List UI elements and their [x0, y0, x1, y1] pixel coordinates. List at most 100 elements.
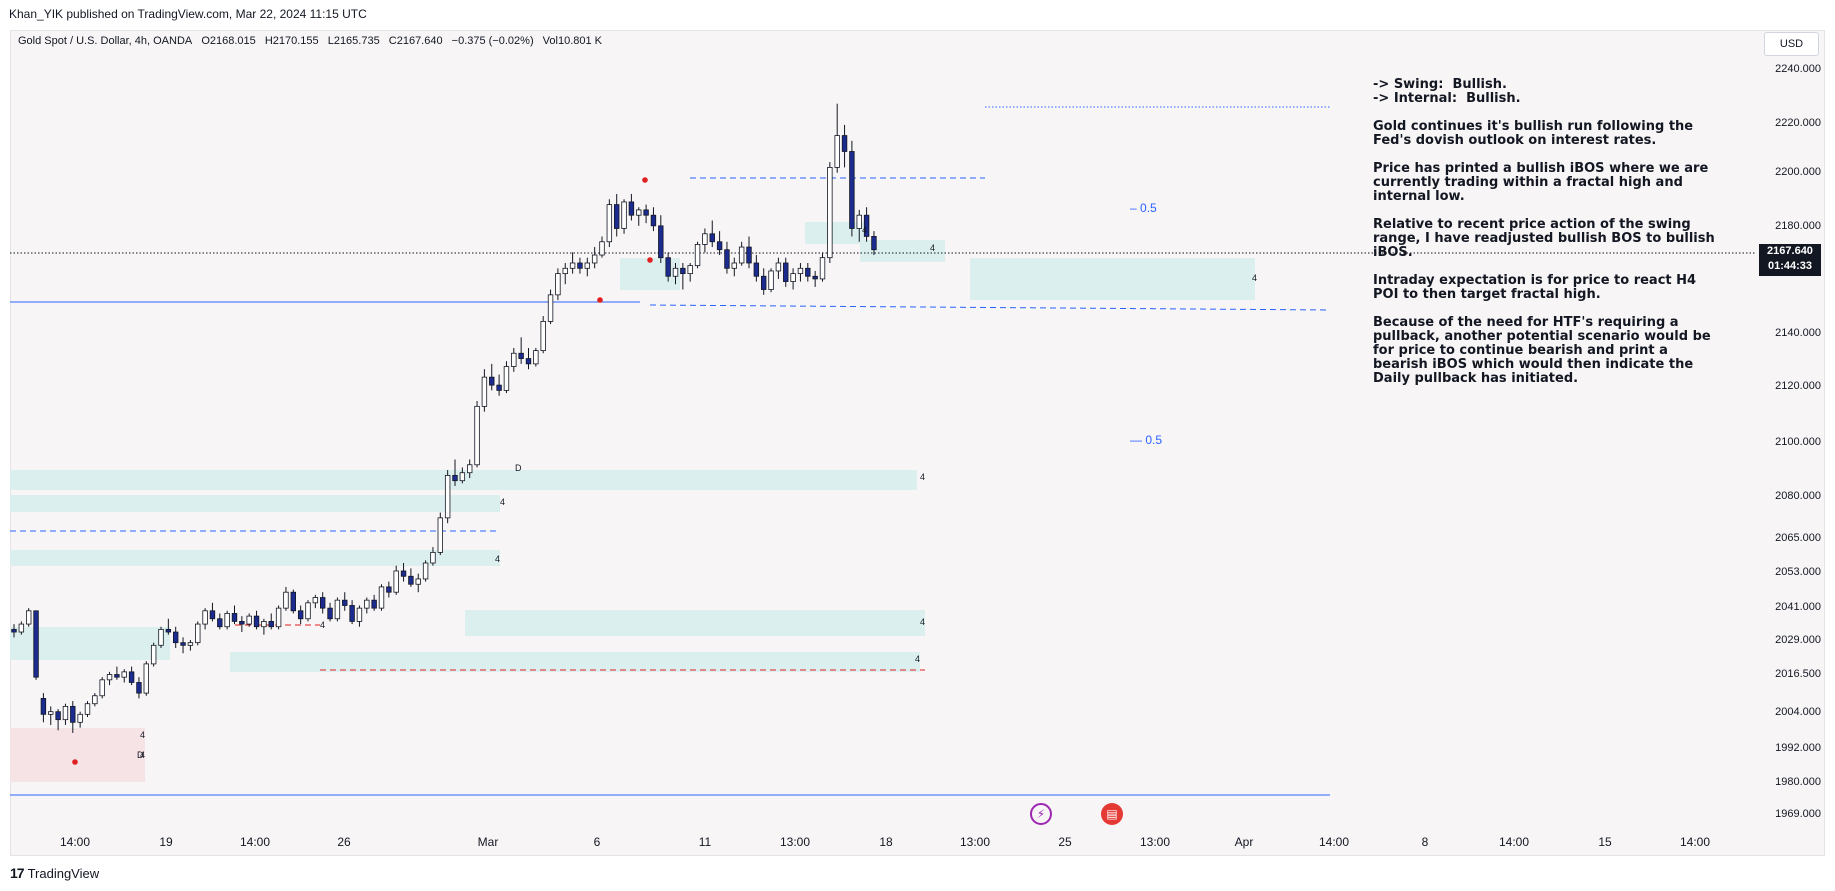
- tradingview-logo[interactable]: 17 TradingView: [10, 865, 99, 881]
- time-tick-label: 14:00: [1318, 835, 1350, 849]
- publisher-text: Khan_YIK published on TradingView.com, M…: [9, 7, 367, 21]
- candle-body: [503, 366, 510, 391]
- legend-low: L2165.735: [327, 35, 380, 47]
- time-tick-label: 13:00: [1139, 835, 1171, 849]
- note-readjust: Relative to recent price action of the s…: [1373, 217, 1720, 260]
- candle-body: [665, 257, 671, 277]
- zone-label: 4: [495, 554, 500, 564]
- price-tick-label: 2004.000: [1775, 706, 1821, 718]
- candle-body: [636, 209, 642, 216]
- candle-body: [511, 352, 517, 367]
- candle-body: [849, 151, 855, 229]
- candle-body: [84, 703, 91, 715]
- price-tick-label: 2240.000: [1775, 63, 1821, 75]
- candle-body: [62, 705, 69, 721]
- candle-body: [819, 257, 826, 280]
- candle-body: [202, 610, 208, 625]
- candle-body: [305, 602, 311, 620]
- poi-zone: [970, 258, 1255, 300]
- candle-body: [474, 405, 480, 466]
- candle-body: [437, 517, 443, 553]
- time-tick-label: 18: [879, 835, 893, 849]
- candle-body: [371, 599, 377, 609]
- time-tick-label: 25: [1058, 835, 1072, 849]
- candle-body: [621, 201, 627, 229]
- symbol-title[interactable]: Gold Spot / U.S. Dollar, 4h, OANDA: [18, 35, 193, 47]
- candle-body: [614, 204, 620, 229]
- candle-body: [489, 376, 495, 386]
- price-tick-label: 1969.000: [1775, 808, 1821, 820]
- candle-body: [261, 621, 267, 628]
- candle-body: [856, 214, 862, 229]
- candle-body: [172, 631, 179, 644]
- current-price-label: 2167.640 01:44:33: [1759, 244, 1821, 276]
- note-swing: -> Swing: Bullish.: [1373, 77, 1507, 92]
- chart-pane[interactable]: [10, 30, 1825, 856]
- time-tick-label: 13:00: [779, 835, 811, 849]
- note-internal: -> Internal: Bullish.: [1373, 91, 1521, 106]
- candle-body: [92, 695, 98, 705]
- note-ibos: Price has printed a bullish iBOS where w…: [1373, 161, 1713, 204]
- candle-body: [209, 610, 216, 620]
- candle-body: [834, 135, 840, 168]
- zone-label: 4: [140, 730, 145, 740]
- candle-body: [562, 267, 568, 275]
- candle-body: [466, 464, 473, 474]
- candle-body: [555, 273, 561, 296]
- legend-high: H2170.155: [264, 35, 319, 47]
- fib-label-lower: 0.5: [1145, 433, 1163, 447]
- candle-body: [11, 628, 17, 633]
- price-tick-label: 2053.000: [1775, 566, 1821, 578]
- time-tick-label: 11: [698, 835, 712, 849]
- candle-body: [841, 135, 848, 152]
- legend-change: −0.375 (−0.02%): [451, 35, 534, 47]
- candle-body: [334, 599, 341, 620]
- time-tick-label: 14:00: [59, 835, 91, 849]
- candle-body: [687, 265, 693, 275]
- candle-body: [165, 628, 172, 633]
- candle-body: [805, 267, 811, 277]
- note-pullback: Because of the need for HTF's requiring …: [1373, 315, 1716, 386]
- currency-button[interactable]: USD: [1764, 32, 1819, 56]
- candle-body: [577, 262, 583, 269]
- candle-body: [569, 262, 576, 269]
- price-tick-label: 2100.000: [1775, 436, 1821, 448]
- price-tick-label: 2016.500: [1775, 668, 1821, 680]
- candle-body: [518, 352, 524, 359]
- candle-body: [738, 246, 745, 264]
- candle-body: [297, 610, 304, 620]
- candle-body: [496, 384, 502, 391]
- candle-body: [319, 597, 326, 609]
- candle-body: [797, 267, 804, 275]
- candle-body: [863, 214, 870, 237]
- price-tick-label: 1992.000: [1775, 742, 1821, 754]
- candle-body: [356, 607, 363, 622]
- time-tick-label: Apr: [1234, 835, 1254, 849]
- publisher-bar: Khan_YIK published on TradingView.com, M…: [0, 0, 1835, 30]
- candle-body: [195, 623, 201, 644]
- candle-body: [452, 474, 458, 482]
- zone-label: 4: [862, 225, 867, 235]
- candle-body: [775, 262, 782, 272]
- time-tick-label: 19: [159, 835, 173, 849]
- candle-body: [143, 663, 149, 694]
- us-flag-icon[interactable]: ▤: [1101, 803, 1123, 825]
- candle-body: [136, 682, 142, 694]
- candle-body: [327, 607, 333, 620]
- candle-body: [547, 294, 554, 322]
- zone-label: 4: [1252, 273, 1257, 283]
- time-tick-label: Mar: [477, 835, 499, 849]
- candle-body: [70, 705, 76, 723]
- legend-volume: Vol10.801 K: [542, 35, 603, 47]
- price-tick-label: 1980.000: [1775, 776, 1821, 788]
- lightning-icon[interactable]: ⚡: [1030, 803, 1052, 825]
- candle-body: [658, 225, 664, 259]
- candle-body: [342, 599, 348, 606]
- candle-body: [393, 570, 399, 593]
- candle-body: [268, 621, 274, 628]
- candle-body: [33, 610, 39, 678]
- candle-body: [481, 376, 488, 407]
- fib-label-upper: 0.5: [1140, 201, 1157, 215]
- price-tick-label: 2065.000: [1775, 532, 1821, 544]
